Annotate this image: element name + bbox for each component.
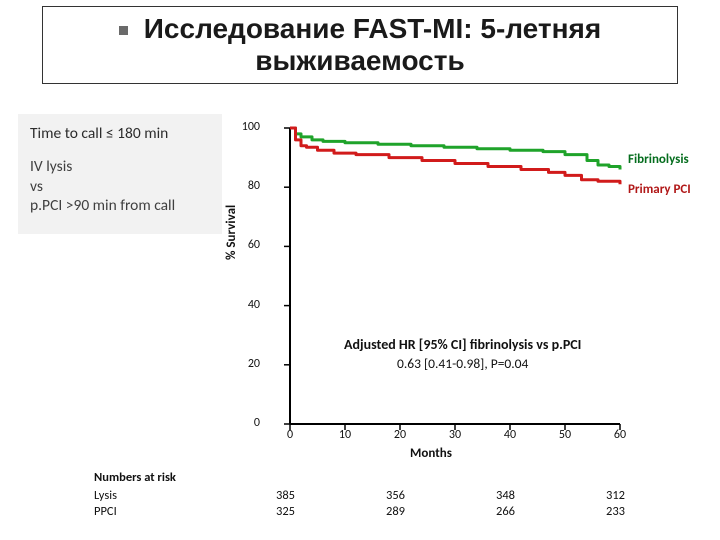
y-tick: 0 [232, 416, 260, 430]
x-tick: 20 [388, 428, 412, 442]
x-tick: 60 [608, 428, 632, 442]
legend-fibrinolysis: Fibrinolysis [628, 152, 689, 167]
nar-cell: 266 [496, 504, 515, 519]
x-tick: 10 [333, 428, 357, 442]
survival-chart [0, 0, 720, 540]
hr-title: Adjusted HR [95% CI] fibrinolysis vs p.P… [344, 336, 581, 353]
nar-cell: 385 [276, 488, 295, 503]
x-tick: 0 [278, 428, 302, 442]
y-tick: 80 [232, 179, 260, 193]
x-tick: 30 [443, 428, 467, 442]
nar-cell: 356 [386, 488, 405, 503]
nar-cell: Lysis [94, 488, 117, 503]
nar-cell: 325 [276, 504, 295, 519]
y-tick: 40 [232, 298, 260, 312]
nar-header: Numbers at risk [94, 470, 176, 485]
nar-cell: 312 [606, 488, 625, 503]
y-tick: 100 [232, 120, 260, 134]
legend-primary-pci: Primary PCI [628, 182, 691, 197]
x-tick: 40 [498, 428, 522, 442]
x-tick: 50 [553, 428, 577, 442]
nar-cell: 348 [496, 488, 515, 503]
hr-value: 0.63 [0.41-0.98], P=0.04 [344, 355, 581, 372]
nar-cell: PPCI [94, 504, 117, 519]
hazard-ratio-box: Adjusted HR [95% CI] fibrinolysis vs p.P… [344, 336, 581, 372]
y-tick: 60 [232, 238, 260, 252]
y-tick: 20 [232, 357, 260, 371]
nar-cell: 289 [386, 504, 405, 519]
nar-cell: 233 [606, 504, 625, 519]
